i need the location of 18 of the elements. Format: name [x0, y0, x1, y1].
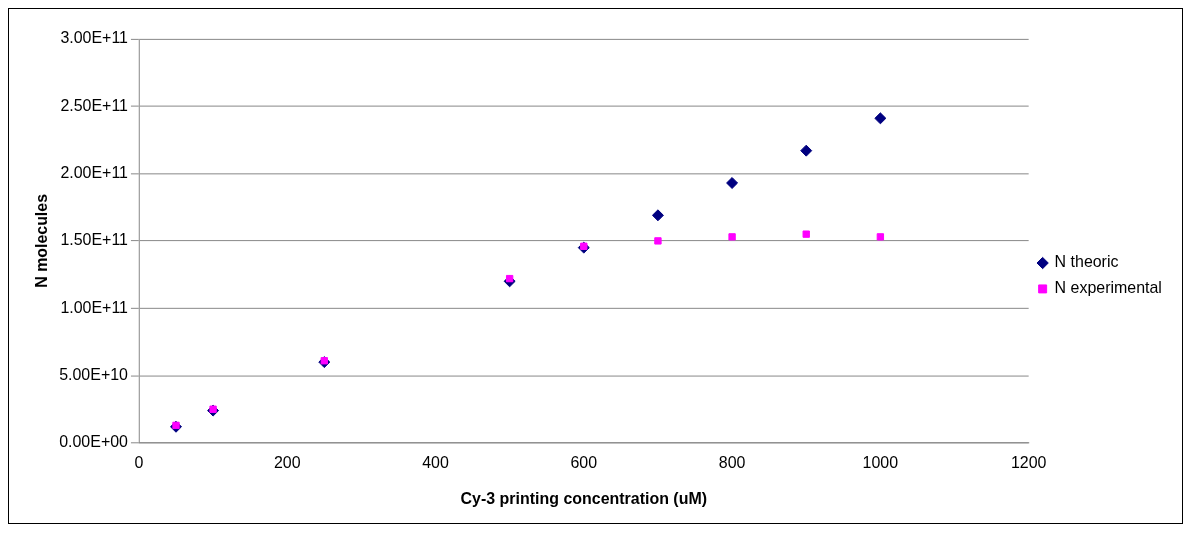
y-tick-label: 3.00E+11	[60, 29, 129, 47]
y-axis-title: N molecules	[32, 193, 50, 288]
legend-label: N experimental	[1054, 279, 1162, 297]
x-tick-label: 800	[718, 453, 746, 471]
x-axis-title: Cy-3 printing concentration (uM)	[460, 489, 707, 507]
x-tick-label: 1200	[1010, 453, 1047, 471]
legend-label: N theoric	[1054, 253, 1119, 271]
y-tick-label: 2.50E+11	[60, 96, 129, 114]
y-tick-label: 0.00E+00	[59, 433, 129, 451]
x-tick-label: 600	[570, 453, 598, 471]
y-tick-label: 5.00E+10	[59, 365, 129, 383]
x-tick-label: 200	[273, 453, 301, 471]
x-tick-label: 0	[134, 453, 144, 471]
y-tick-label: 1.00E+11	[60, 298, 129, 316]
x-tick-label: 400	[422, 453, 449, 471]
y-tick-label: 2.00E+11	[60, 163, 129, 181]
x-tick-label: 1000	[862, 453, 899, 471]
y-tick-label: 1.50E+11	[60, 231, 129, 249]
